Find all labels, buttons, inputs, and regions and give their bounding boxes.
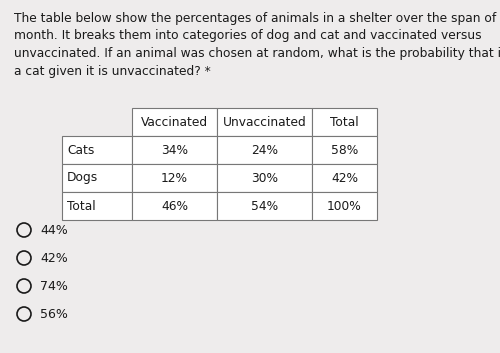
Text: 46%: 46%	[161, 199, 188, 213]
Text: unvaccinated. If an animal was chosen at random, what is the probability that it: unvaccinated. If an animal was chosen at…	[14, 47, 500, 60]
Text: 100%: 100%	[327, 199, 362, 213]
Text: 56%: 56%	[40, 307, 68, 321]
Bar	[62, 136, 132, 164]
Text: 34%: 34%	[161, 144, 188, 156]
Text: Unvaccinated: Unvaccinated	[222, 115, 306, 128]
Bar	[132, 164, 217, 192]
Bar	[217, 108, 312, 136]
Bar	[62, 164, 132, 192]
Bar	[312, 108, 377, 136]
Text: The table below show the percentages of animals in a shelter over the span of a: The table below show the percentages of …	[14, 12, 500, 25]
Bar	[312, 136, 377, 164]
Bar	[217, 136, 312, 164]
Text: Total: Total	[330, 115, 359, 128]
Text: 12%: 12%	[161, 172, 188, 185]
Text: 24%: 24%	[251, 144, 278, 156]
Text: 30%: 30%	[251, 172, 278, 185]
Bar	[312, 164, 377, 192]
Bar	[132, 136, 217, 164]
Text: month. It breaks them into categories of dog and cat and vaccinated versus: month. It breaks them into categories of…	[14, 30, 481, 42]
Bar	[62, 192, 132, 220]
Bar	[132, 192, 217, 220]
Bar	[217, 164, 312, 192]
Text: 42%: 42%	[40, 251, 68, 264]
Text: Vaccinated: Vaccinated	[141, 115, 208, 128]
Text: Total: Total	[67, 199, 96, 213]
Text: 58%: 58%	[331, 144, 358, 156]
Text: 54%: 54%	[251, 199, 278, 213]
Text: 44%: 44%	[40, 223, 68, 237]
Text: 42%: 42%	[331, 172, 358, 185]
Text: Dogs: Dogs	[67, 172, 98, 185]
Bar	[312, 192, 377, 220]
Text: Cats: Cats	[67, 144, 94, 156]
Text: 74%: 74%	[40, 280, 68, 293]
Text: a cat given it is unvaccinated? *: a cat given it is unvaccinated? *	[14, 65, 211, 78]
Bar	[132, 108, 217, 136]
Bar	[217, 192, 312, 220]
